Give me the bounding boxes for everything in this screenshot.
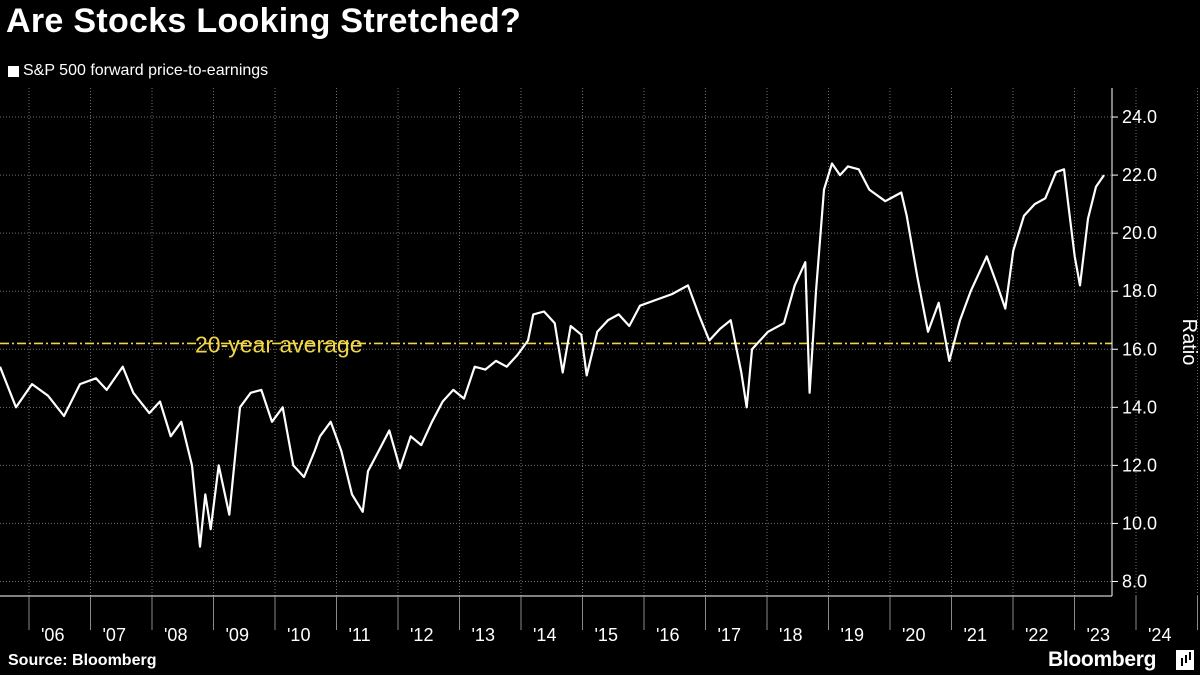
legend: S&P 500 forward price-to-earnings — [8, 62, 268, 80]
y-tick-label: 12.0 — [1122, 455, 1157, 475]
source-note: Source: Bloomberg — [8, 652, 157, 669]
reference-line-group: 20-year average — [0, 331, 1112, 357]
x-tick-label: '22 — [1025, 625, 1048, 645]
y-axis-label: Ratio — [1178, 319, 1200, 366]
x-tick-label: '06 — [41, 625, 64, 645]
y-tick-label: 20.0 — [1122, 223, 1157, 243]
y-tick-label: 14.0 — [1122, 397, 1157, 417]
x-tick-label: '12 — [410, 625, 433, 645]
x-tick-label: '19 — [841, 625, 864, 645]
x-tick-label: '21 — [964, 625, 987, 645]
x-tick-label: '13 — [472, 625, 495, 645]
x-tick-label: '18 — [779, 625, 802, 645]
y-tick-labels: 8.0 10.0 12.0 14.0 16.0 18.0 20.0 22.0 24.0 — [1112, 107, 1157, 591]
bloomberg-chart-icon — [1176, 650, 1194, 670]
x-tick-label: '08 — [164, 625, 187, 645]
y-tick-label: 16.0 — [1122, 339, 1157, 359]
y-tick-label: 18.0 — [1122, 281, 1157, 301]
x-tick-label: '24 — [1148, 625, 1171, 645]
legend-label: S&P 500 forward price-to-earnings — [23, 62, 269, 79]
legend-swatch — [8, 65, 19, 77]
y-tick-label: 22.0 — [1122, 165, 1157, 185]
gridlines — [0, 88, 1198, 596]
x-tick-label: '11 — [349, 625, 371, 645]
x-tick-labels: '06 '07 '08 '09 '10 '11 '12 '13 '14 '15 '16 '17 '18 '… — [28, 596, 1198, 645]
x-tick-label: '20 — [902, 625, 925, 645]
y-tick-label: 24.0 — [1122, 107, 1157, 127]
y-tick-label: 8.0 — [1122, 571, 1147, 591]
x-tick-label: '15 — [595, 625, 618, 645]
axes — [0, 88, 1113, 597]
brand-logo: Bloomberg — [1048, 648, 1157, 671]
x-tick-label: '07 — [103, 625, 126, 645]
y-tick-label: 10.0 — [1122, 513, 1157, 533]
x-tick-label: '17 — [718, 625, 741, 645]
average-reference-label: 20-year average — [195, 331, 363, 357]
x-tick-label: '14 — [533, 625, 556, 645]
x-tick-label: '23 — [1087, 625, 1110, 645]
x-tick-label: '09 — [226, 625, 249, 645]
x-tick-label: '16 — [656, 625, 679, 645]
pe-ratio-line — [0, 162, 1105, 548]
chart-title: Are Stocks Looking Stretched? — [6, 2, 522, 40]
x-tick-label: '10 — [287, 625, 310, 645]
series-group — [0, 162, 1105, 548]
